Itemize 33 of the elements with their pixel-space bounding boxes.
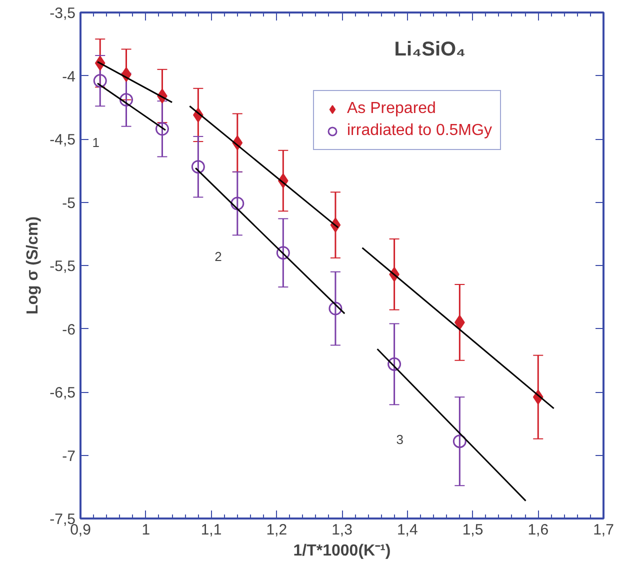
y-tick-label: -4 bbox=[62, 68, 76, 86]
y-tick-label: -3,5 bbox=[50, 5, 76, 22]
y-tick-label: -4,5 bbox=[50, 132, 76, 148]
point bbox=[388, 357, 402, 371]
legend-label: irradiated to 0.5MGy bbox=[347, 122, 492, 140]
point bbox=[328, 302, 342, 316]
x-tick-label: 1,2 bbox=[266, 522, 288, 538]
y-tick-label: -7 bbox=[62, 448, 76, 465]
y-tick-label: -6,5 bbox=[50, 384, 76, 402]
point bbox=[120, 93, 134, 107]
y-tick-label: -5,5 bbox=[50, 258, 76, 275]
y-tick-label: -6 bbox=[62, 321, 76, 338]
point bbox=[230, 196, 244, 210]
x-tick-label: 1,1 bbox=[200, 522, 222, 538]
y-tick-label: -5 bbox=[62, 194, 76, 212]
y-axis-title: Log σ (S/cm) bbox=[24, 216, 42, 315]
annotation: 3 bbox=[396, 432, 404, 448]
point bbox=[93, 74, 107, 88]
x-tick-label: 1,7 bbox=[593, 522, 614, 538]
x-tick-label: 1,4 bbox=[396, 522, 418, 538]
x-axis-title: 1/T*1000(K⁻¹) bbox=[293, 542, 391, 560]
annotation: 2 bbox=[214, 249, 222, 264]
x-tick-label: 1,5 bbox=[462, 522, 484, 538]
point bbox=[155, 122, 169, 136]
point bbox=[191, 160, 205, 174]
x-tick-label: 1 bbox=[142, 522, 150, 538]
text: Li₄SiO₄ bbox=[394, 38, 466, 60]
x-tick-label: 1,3 bbox=[332, 522, 352, 538]
point bbox=[276, 246, 290, 260]
point bbox=[452, 434, 466, 448]
legend-label: As Prepared bbox=[347, 100, 436, 118]
x-tick-label: 1,6 bbox=[528, 522, 549, 538]
annotation: 1 bbox=[92, 134, 100, 150]
